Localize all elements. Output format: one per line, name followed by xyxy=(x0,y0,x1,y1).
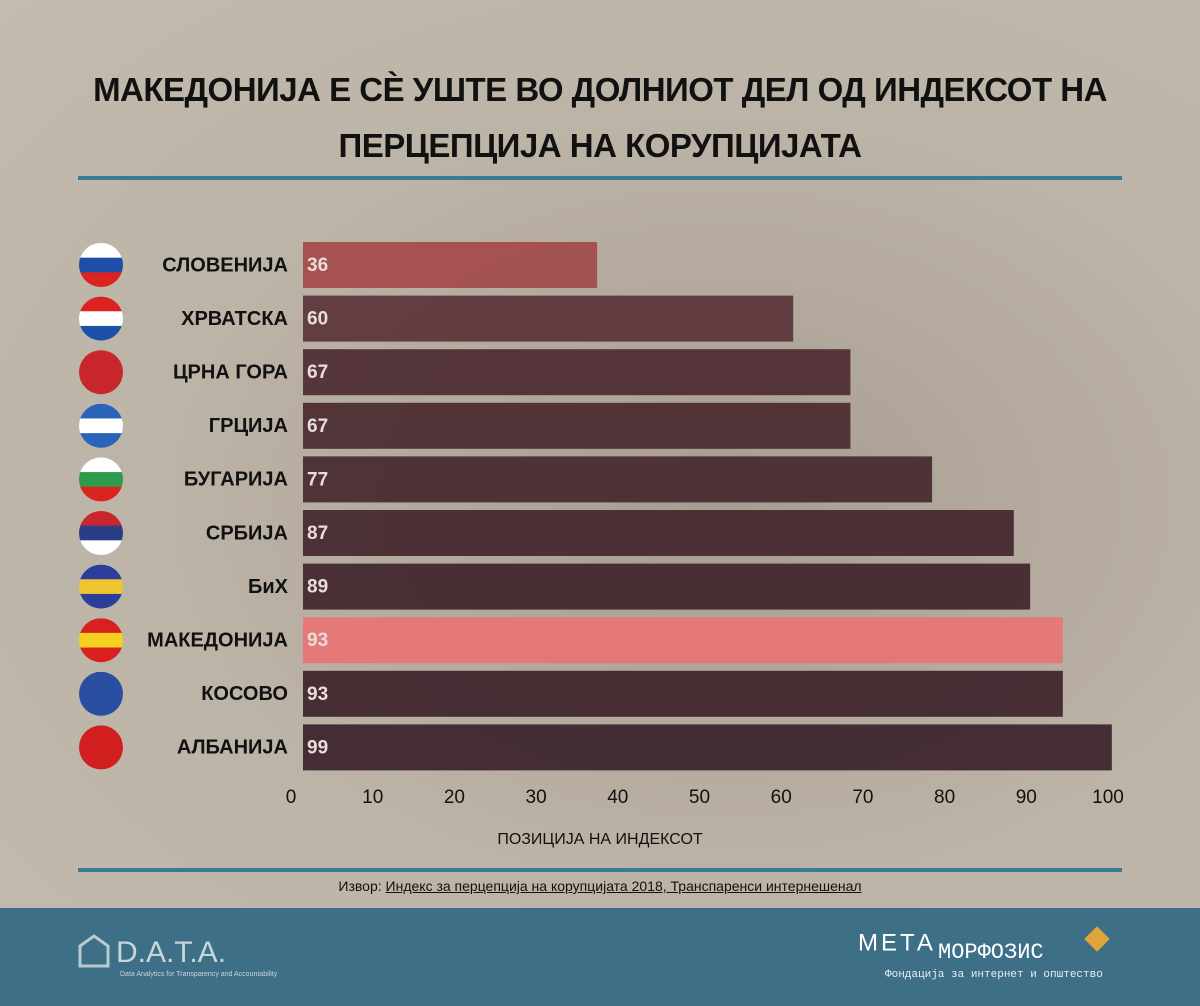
flag-stripe xyxy=(79,418,123,434)
flag-stripe xyxy=(79,725,123,741)
flag-stripe xyxy=(79,647,123,663)
x-tick-label: 80 xyxy=(934,787,955,808)
bar xyxy=(303,670,1063,717)
flag-stripe xyxy=(79,350,123,366)
flag-stripe xyxy=(79,593,123,609)
bar xyxy=(303,295,794,342)
x-tick-label: 70 xyxy=(852,787,873,808)
x-tick-label: 10 xyxy=(362,787,383,808)
flag-stripe xyxy=(79,364,123,381)
category-label: ЦРНА ГОРА xyxy=(173,361,288,383)
left-logo: D.A.T.A. xyxy=(116,936,226,969)
flag-stripe xyxy=(79,433,123,448)
footer-logos: D.A.T.A. Data Analytics for Transparency… xyxy=(78,926,1110,981)
source-label: Извор: xyxy=(338,878,382,894)
flag-stripe xyxy=(79,311,123,327)
category-label: ХРВАТСКА xyxy=(181,308,288,330)
bar xyxy=(303,349,851,396)
flag-stripe xyxy=(79,272,123,287)
category-label: АЛБАНИЈА xyxy=(177,737,288,759)
category-label: СРБИЈА xyxy=(206,522,288,544)
right-logo-b: МОРФОЗИС xyxy=(938,940,1044,965)
source: Извор: Индекс за перцепција на корупција… xyxy=(0,878,1200,894)
value-label: 93 xyxy=(307,684,328,705)
bar xyxy=(303,242,598,288)
value-label: 60 xyxy=(307,309,328,330)
flag-stripe xyxy=(79,686,123,702)
flag-stripe xyxy=(79,740,123,756)
category-label: БУГАРИЈА xyxy=(184,469,288,491)
flag-stripe xyxy=(79,472,123,488)
bar xyxy=(303,724,1112,771)
category-label: КОСОВО xyxy=(201,683,288,705)
bar xyxy=(303,563,1031,610)
flag-stripe xyxy=(79,632,123,649)
right-logo-a: МЕТА xyxy=(858,929,936,956)
flag-stripe xyxy=(79,403,123,419)
value-label: 93 xyxy=(307,630,328,651)
flag-stripe xyxy=(79,540,123,555)
category-label: ГРЦИЈА xyxy=(209,415,288,437)
data-icon xyxy=(78,934,110,968)
flag-stripe xyxy=(79,754,123,770)
flag-stripe xyxy=(79,325,123,341)
flag-stripe xyxy=(79,564,123,580)
bar xyxy=(303,617,1063,664)
x-tick-label: 40 xyxy=(607,787,628,808)
flag-stripe xyxy=(79,243,123,259)
x-tick-label: 20 xyxy=(444,787,465,808)
value-label: 67 xyxy=(307,416,328,437)
bar xyxy=(303,456,933,503)
x-tick-label: 60 xyxy=(771,787,792,808)
value-label: 99 xyxy=(307,737,328,758)
category-label: СЛОВЕНИЈА xyxy=(162,254,288,276)
flag-stripe xyxy=(79,379,123,395)
source-link[interactable]: Индекс за перцепција на корупцијата 2018… xyxy=(385,878,862,894)
flag-stripe xyxy=(79,296,123,312)
category-label: БиХ xyxy=(248,576,289,598)
flag-stripe xyxy=(79,525,123,541)
flag-stripe xyxy=(79,457,123,473)
value-label: 36 xyxy=(307,255,328,276)
divider xyxy=(78,868,1122,872)
divider xyxy=(78,176,1122,180)
flag-stripe xyxy=(79,511,123,527)
value-label: 77 xyxy=(307,469,328,490)
flag-stripe xyxy=(79,486,123,502)
category-label: МАКЕДОНИЈА xyxy=(147,629,288,651)
bar xyxy=(303,510,1014,556)
x-axis-label: ПОЗИЦИЈА НА ИНДЕКСОТ xyxy=(497,831,703,848)
chart: ПОЗИЦИЈА НА ИНДЕКСОТ 0 10 20 30 40 50 60 70 80 90… xyxy=(79,242,1124,848)
value-label: 89 xyxy=(307,577,328,598)
right-tagline: Фондација за интернет и општество xyxy=(885,969,1103,981)
flag-stripe xyxy=(79,618,123,634)
chart-title: МАКЕДОНИЈА Е СЀ УШТЕ ВО ДОЛНИОТ ДЕЛ ОД И… xyxy=(93,71,1107,164)
footer: D.A.T.A. Data Analytics for Transparency… xyxy=(0,908,1200,1006)
x-tick-label: 100 xyxy=(1092,787,1124,808)
flag-stripe xyxy=(79,671,123,687)
x-tick-label: 0 xyxy=(286,787,297,808)
value-label: 87 xyxy=(307,523,328,544)
flag-stripe xyxy=(79,701,123,716)
left-tagline: Data Analytics for Transparency and Acco… xyxy=(120,971,278,978)
value-label: 67 xyxy=(307,362,328,383)
x-tick-label: 30 xyxy=(526,787,547,808)
flag-stripe xyxy=(79,257,123,273)
bar xyxy=(303,402,851,449)
x-tick-label: 90 xyxy=(1016,787,1037,808)
x-tick-label: 50 xyxy=(689,787,710,808)
meta-icon xyxy=(1084,926,1110,952)
flag-stripe xyxy=(79,579,123,595)
